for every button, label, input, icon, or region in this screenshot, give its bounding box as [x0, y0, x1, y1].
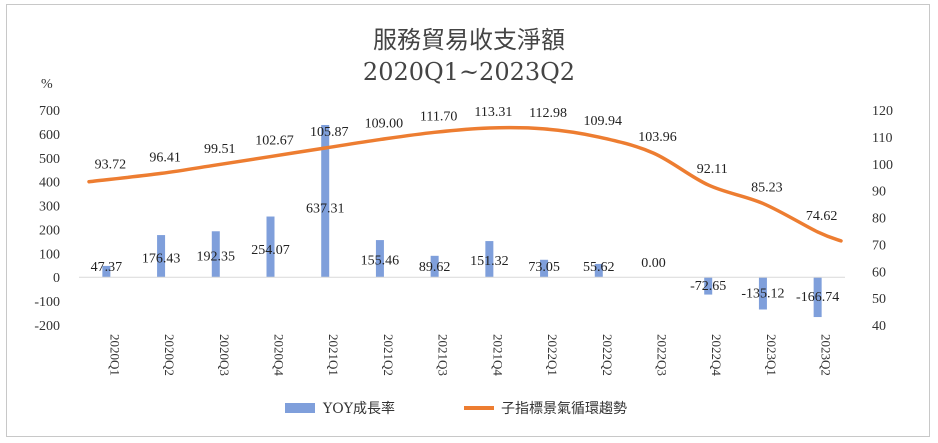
line-value-label: 111.70: [420, 109, 457, 124]
legend-bar-swatch: [285, 403, 315, 413]
line-value-label: 109.94: [584, 114, 623, 129]
bar-value-label: 73.05: [528, 260, 560, 275]
y-right-tick-label: 120: [872, 104, 893, 119]
line-value-label: 109.00: [365, 117, 404, 132]
line-series-group: [87, 125, 843, 243]
x-tick-label: 2020Q3: [217, 334, 232, 376]
y-left-tick-label: 600: [39, 128, 60, 143]
y-left-tick-label: 300: [39, 200, 60, 215]
x-tick-label: 2022Q3: [655, 334, 670, 376]
x-tick-label: 2022Q2: [600, 334, 615, 376]
x-tick-label: 2021Q1: [326, 334, 341, 376]
bar-value-label: 151.32: [470, 254, 509, 269]
line-value-label: 112.98: [529, 106, 567, 121]
legend-line-label: 子指標景氣循環趨勢: [501, 401, 627, 417]
y-left-tick-label: 400: [39, 176, 60, 191]
y-right-axis-ticks: 120 110 100 90 80 70 60 50 40: [872, 104, 893, 334]
chart-title: 服務貿易收支淨額: [373, 26, 565, 54]
bar: [704, 277, 713, 295]
bar-value-label: 192.35: [197, 250, 236, 265]
legend: YOY成長率 子指標景氣循環趨勢: [285, 400, 627, 417]
bar-value-label: 155.46: [361, 254, 400, 269]
x-tick-label: 2021Q3: [436, 334, 451, 376]
line-value-label: 113.31: [474, 105, 512, 120]
bar-value-label: 47.37: [91, 260, 123, 275]
x-tick-label: 2020Q1: [107, 334, 122, 376]
bar: [375, 240, 384, 278]
x-tick-label: 2020Q4: [272, 334, 287, 376]
x-tick-label: 2021Q2: [381, 334, 396, 376]
bar: [485, 241, 494, 278]
line-value-label: 92.11: [697, 162, 728, 177]
y-left-tick-label: 500: [39, 152, 60, 167]
line-labels-group: 93.72 96.41 99.51 102.67 105.87 109.00 111.70 1…: [95, 105, 838, 224]
bar: [102, 265, 111, 278]
line-value-label: 85.23: [751, 180, 783, 195]
bar: [813, 277, 822, 318]
legend-bar-label: YOY成長率: [322, 400, 395, 417]
y-left-axis-ticks: 700 600 500 400 300 200 100 0 -100 -200: [34, 104, 60, 334]
y-right-tick-label: 80: [872, 212, 886, 227]
bar-series-group: [102, 124, 822, 318]
line-value-label: 96.41: [149, 150, 181, 165]
bar: [321, 124, 330, 278]
bar-value-label: 176.43: [142, 251, 181, 266]
trend-line: [87, 125, 843, 243]
bar-value-label: 637.31: [306, 202, 345, 217]
x-tick-label: 2020Q2: [162, 334, 177, 376]
y-left-tick-label: -100: [34, 295, 60, 310]
bar-value-label: 55.62: [583, 260, 615, 275]
x-axis-ticks: 2020Q1 2020Q2 2020Q3 2020Q4 2021Q1 2021Q2 2021…: [107, 334, 833, 376]
y-left-tick-label: 700: [39, 104, 60, 119]
bar: [157, 235, 166, 278]
bar-value-label: -166.74: [796, 290, 839, 305]
bar-value-label: 89.62: [419, 260, 451, 275]
y-right-tick-label: 100: [872, 158, 893, 173]
y-right-tick-label: 90: [872, 185, 886, 200]
bar-value-label: 254.07: [251, 243, 290, 258]
x-tick-label: 2023Q1: [764, 334, 779, 376]
y-left-tick-label: -200: [34, 319, 60, 334]
y-left-tick-label: 100: [39, 247, 60, 262]
y-right-tick-label: 50: [872, 292, 886, 307]
bar: [211, 231, 220, 278]
y-right-tick-label: 110: [872, 131, 892, 146]
y-right-tick-label: 70: [872, 238, 886, 253]
y-right-tick-label: 60: [872, 265, 886, 280]
y-left-unit: %: [41, 77, 53, 92]
bar: [594, 263, 603, 278]
y-right-tick-label: 40: [872, 319, 886, 334]
line-value-label: 103.96: [638, 130, 677, 145]
chart-frame: [6, 4, 930, 437]
x-tick-label: 2023Q2: [819, 334, 834, 376]
line-value-label: 74.62: [806, 209, 838, 224]
line-value-label: 93.72: [95, 158, 127, 173]
x-tick-label: 2022Q4: [709, 334, 724, 376]
y-left-tick-label: 200: [39, 223, 60, 238]
bar-value-label: -135.12: [741, 286, 784, 301]
bar: [430, 255, 439, 278]
bar-value-label: 0.00: [641, 256, 666, 271]
bar: [266, 216, 275, 278]
line-value-label: 105.87: [310, 125, 349, 140]
bar-labels-group: 47.37 176.43 192.35 254.07 637.31 155.46 89.62…: [91, 202, 840, 305]
y-left-tick-label: 0: [53, 271, 60, 286]
x-tick-label: 2021Q4: [490, 334, 505, 376]
line-value-label: 99.51: [204, 142, 236, 157]
x-tick-label: 2022Q1: [545, 334, 560, 376]
line-value-label: 102.67: [255, 134, 294, 149]
bar-value-label: -72.65: [690, 279, 726, 294]
bar: [758, 277, 767, 310]
bar: [540, 259, 549, 278]
chart-subtitle: 2020Q1~2023Q2: [363, 58, 575, 86]
